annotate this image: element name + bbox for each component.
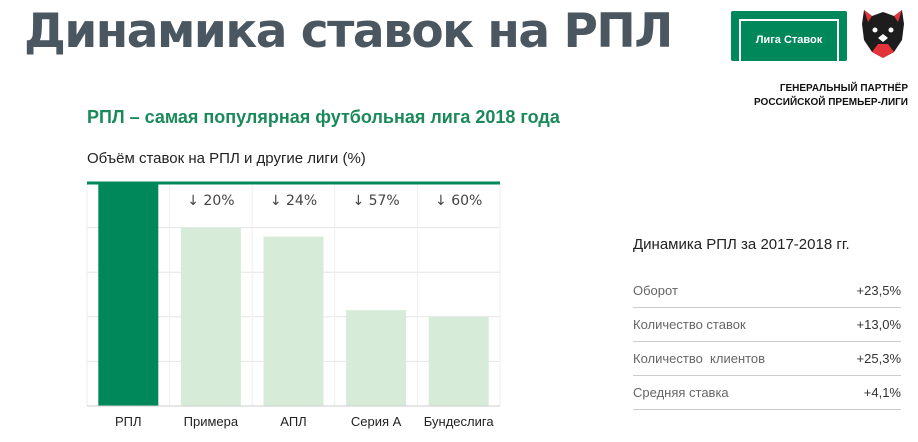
logo-text: Лига Ставок bbox=[755, 34, 823, 46]
x-tick-label: Бундеслига bbox=[424, 414, 495, 429]
stat-value: +25,3% bbox=[856, 351, 901, 366]
page-title: Динамика ставок на РПЛ bbox=[24, 4, 673, 59]
bear-icon bbox=[862, 10, 904, 58]
bar-3 bbox=[263, 236, 324, 406]
stat-value: +23,5% bbox=[856, 283, 901, 298]
data-label: ↓ 20% bbox=[187, 193, 234, 209]
partner-line-2: РОССИЙСКОЙ ПРЕМЬЕР-ЛИГИ bbox=[754, 97, 908, 108]
bar-4 bbox=[346, 310, 407, 406]
stat-row: Оборот +23,5% bbox=[633, 274, 901, 308]
data-label: ↓ 60% bbox=[435, 193, 482, 209]
stat-row: Средняя ставка +4,1% bbox=[633, 376, 901, 410]
x-tick-label: Примера bbox=[184, 414, 239, 429]
stat-label: Количество ставок bbox=[633, 317, 746, 332]
data-label: ↓ 24% bbox=[270, 193, 317, 209]
goal-frame-icon bbox=[739, 19, 839, 61]
bar-5 bbox=[428, 316, 489, 406]
stats-table: Оборот +23,5% Количество ставок +13,0% Колич… bbox=[633, 274, 901, 410]
stat-value: +4,1% bbox=[863, 385, 901, 400]
data-label: ↓ 57% bbox=[352, 193, 399, 209]
x-tick-label: Серия А bbox=[351, 414, 402, 429]
page-subtitle: РПЛ – самая популярная футбольная лига 2… bbox=[87, 107, 560, 127]
bar-1 bbox=[98, 183, 159, 406]
stat-row: Количество ставок +13,0% bbox=[633, 308, 901, 342]
x-tick-label: РПЛ bbox=[115, 414, 142, 429]
stat-label: Количество клиентов bbox=[633, 351, 766, 366]
stat-label: Оборот bbox=[633, 283, 678, 298]
partner-line-1: ГЕНЕРАЛЬНЫЙ ПАРТНЁР bbox=[779, 83, 908, 94]
stat-row: Количество клиентов +25,3% bbox=[633, 342, 901, 376]
liga-stavok-logo: Лига Ставок bbox=[731, 11, 847, 61]
x-tick-label: АПЛ bbox=[280, 414, 306, 429]
stat-value: +13,0% bbox=[856, 317, 901, 332]
stats-title: Динамика РПЛ за 2017-2018 гг. bbox=[633, 236, 850, 253]
bar-2 bbox=[180, 227, 241, 406]
stat-label: Средняя ставка bbox=[633, 385, 729, 400]
partner-caption: ГЕНЕРАЛЬНЫЙ ПАРТНЁР РОССИЙСКОЙ ПРЕМЬЕР-Л… bbox=[740, 82, 908, 110]
chart-title: Объём ставок на РПЛ и другие лиги (%) bbox=[87, 150, 366, 167]
